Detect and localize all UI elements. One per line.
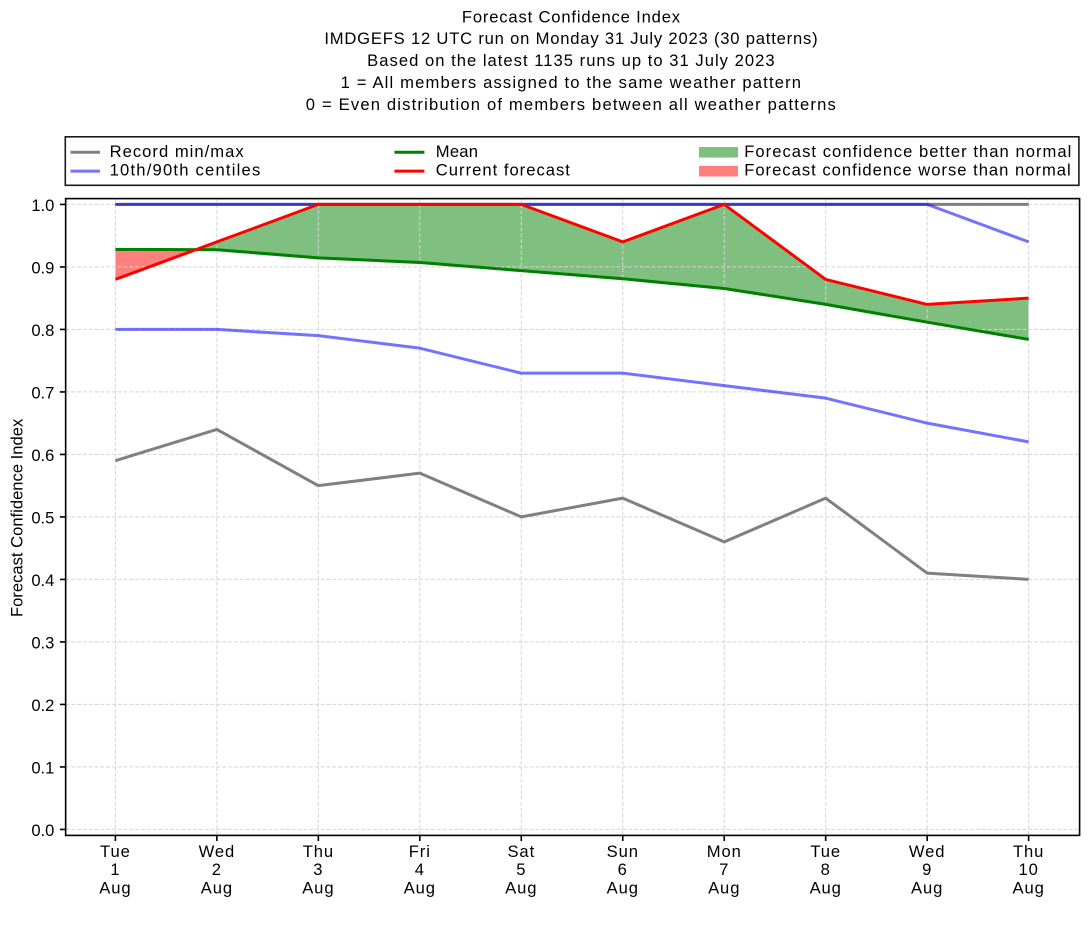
svg-text:0.4: 0.4: [31, 571, 54, 590]
svg-text:5: 5: [516, 860, 526, 879]
svg-text:0.3: 0.3: [31, 633, 54, 652]
svg-text:Aug: Aug: [911, 879, 943, 898]
svg-text:0.0: 0.0: [31, 821, 54, 840]
svg-text:Forecast Confidence Index: Forecast Confidence Index: [8, 418, 27, 617]
svg-text:Aug: Aug: [302, 879, 334, 898]
svg-text:Based on the latest 1135 runs: Based on the latest 1135 runs up to 31 J…: [367, 51, 775, 70]
svg-text:IMDGEFS 12 UTC run on Monday 3: IMDGEFS 12 UTC run on Monday 31 July 202…: [324, 29, 818, 48]
svg-text:Aug: Aug: [607, 879, 639, 898]
svg-text:7: 7: [719, 860, 729, 879]
svg-text:4: 4: [415, 860, 425, 879]
svg-text:Aug: Aug: [201, 879, 233, 898]
svg-text:Thu: Thu: [303, 842, 334, 861]
svg-text:0.8: 0.8: [31, 321, 54, 340]
svg-text:Mean: Mean: [436, 142, 478, 161]
svg-text:1.0: 1.0: [31, 196, 54, 215]
svg-text:1: 1: [110, 860, 120, 879]
svg-text:0.6: 0.6: [31, 446, 54, 465]
svg-text:0.5: 0.5: [31, 508, 54, 527]
svg-text:Aug: Aug: [505, 879, 537, 898]
svg-text:Forecast confidence better tha: Forecast confidence better than normal: [744, 142, 1072, 161]
svg-text:Aug: Aug: [708, 879, 740, 898]
svg-text:Wed: Wed: [909, 842, 946, 861]
svg-text:8: 8: [821, 860, 831, 879]
svg-text:9: 9: [922, 860, 932, 879]
svg-text:3: 3: [313, 860, 323, 879]
svg-text:6: 6: [618, 860, 628, 879]
svg-text:Aug: Aug: [1013, 879, 1045, 898]
svg-text:Sun: Sun: [607, 842, 639, 861]
svg-text:0.2: 0.2: [31, 696, 54, 715]
svg-text:Forecast confidence worse than: Forecast confidence worse than normal: [744, 161, 1072, 180]
svg-text:0.7: 0.7: [31, 383, 54, 402]
svg-text:Sat: Sat: [507, 842, 535, 861]
svg-text:0.1: 0.1: [31, 758, 54, 777]
svg-text:1 = All members assigned to th: 1 = All members assigned to the same wea…: [341, 73, 803, 92]
svg-text:Aug: Aug: [99, 879, 131, 898]
svg-text:Thu: Thu: [1013, 842, 1044, 861]
svg-text:Mon: Mon: [707, 842, 742, 861]
svg-text:Forecast Confidence Index: Forecast Confidence Index: [462, 7, 681, 26]
svg-text:Wed: Wed: [199, 842, 236, 861]
svg-text:Aug: Aug: [810, 879, 842, 898]
svg-text:2: 2: [212, 860, 222, 879]
svg-text:Aug: Aug: [404, 879, 436, 898]
svg-text:Current forecast: Current forecast: [436, 161, 571, 180]
svg-text:Tue: Tue: [100, 842, 131, 861]
svg-text:0 = Even distribution of membe: 0 = Even distribution of members between…: [306, 95, 837, 114]
svg-text:Fri: Fri: [409, 842, 431, 861]
svg-text:10th/90th centiles: 10th/90th centiles: [110, 161, 262, 180]
svg-text:0.9: 0.9: [31, 258, 54, 277]
svg-text:10: 10: [1018, 860, 1038, 879]
svg-text:Record min/max: Record min/max: [110, 142, 245, 161]
svg-text:Tue: Tue: [810, 842, 841, 861]
